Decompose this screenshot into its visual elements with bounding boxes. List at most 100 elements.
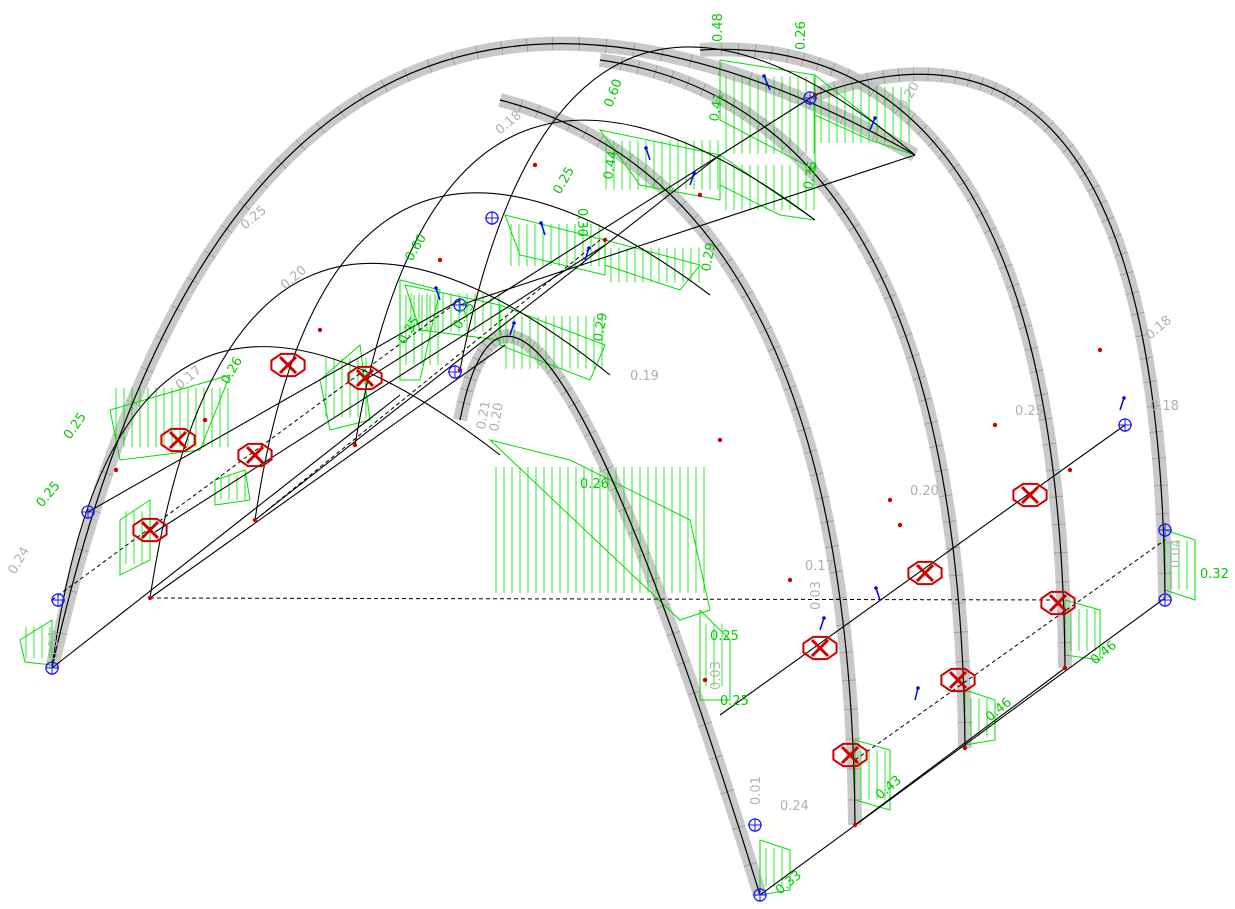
moment-value-label: 0.30 xyxy=(574,208,589,237)
longitudinal-member[interactable] xyxy=(51,394,401,669)
node-point[interactable] xyxy=(437,257,443,263)
local-axis-head xyxy=(692,171,696,175)
axial-value-label: 0.18 xyxy=(1150,399,1179,414)
local-axis-arrow xyxy=(819,617,825,631)
support-icon[interactable] xyxy=(81,505,95,519)
support-icon[interactable] xyxy=(453,298,467,312)
secondary-member[interactable] xyxy=(51,299,461,601)
local-axis-arrow xyxy=(1119,397,1125,411)
support-icon[interactable] xyxy=(753,888,767,902)
arch-member[interactable] xyxy=(814,73,1166,599)
longitudinal-member[interactable] xyxy=(759,597,1166,896)
node-point[interactable] xyxy=(317,327,323,333)
axial-value-label: 0.17 xyxy=(173,363,205,393)
hinge-marker[interactable] xyxy=(132,517,168,543)
local-axis-arrow xyxy=(540,222,546,236)
hinge-marker[interactable] xyxy=(1040,590,1076,616)
moment-value-label: 0.25 xyxy=(710,629,739,644)
local-axis-arrow xyxy=(869,117,876,131)
node-point[interactable] xyxy=(113,467,119,473)
hinge-marker[interactable] xyxy=(1012,482,1048,508)
local-axis-head xyxy=(916,686,920,690)
arch-member[interactable] xyxy=(149,262,611,599)
local-axis-arrow xyxy=(875,587,881,601)
hinge-octagon xyxy=(907,560,943,586)
node-point[interactable] xyxy=(252,517,258,523)
local-axis-arrow xyxy=(584,247,590,261)
moment-diagram xyxy=(504,214,606,276)
hinge-marker[interactable] xyxy=(237,442,273,468)
hinge-marker[interactable] xyxy=(160,427,196,453)
node-point[interactable] xyxy=(532,162,538,168)
local-axis-head xyxy=(874,586,878,590)
arch-member[interactable] xyxy=(51,43,916,669)
support-icon[interactable] xyxy=(803,91,817,105)
secondary-member[interactable] xyxy=(149,597,1066,601)
hinge-octagon xyxy=(940,667,976,693)
hinge-marker[interactable] xyxy=(270,352,306,378)
hinge-marker[interactable] xyxy=(802,635,838,661)
node-point[interactable] xyxy=(147,595,153,601)
arch-member[interactable] xyxy=(499,99,856,826)
moment-value-label: 0.26 xyxy=(794,21,809,50)
node-point[interactable] xyxy=(352,442,358,448)
longitudinal-member[interactable] xyxy=(364,94,816,381)
arch-member[interactable] xyxy=(254,192,711,521)
moment-value-label: 0.29 xyxy=(699,242,719,273)
node-point[interactable] xyxy=(1067,467,1073,473)
hinge-marker[interactable] xyxy=(940,667,976,693)
moment-value-label: 0.29 xyxy=(591,312,611,343)
moment-value-label: 0.25 xyxy=(61,410,90,442)
axial-value-label: 0.24 xyxy=(5,544,32,577)
node-point[interactable] xyxy=(1062,665,1068,671)
longitudinal-member[interactable] xyxy=(154,244,606,533)
node-point[interactable] xyxy=(602,237,608,243)
node-point[interactable] xyxy=(697,192,703,198)
longitudinal-member[interactable] xyxy=(459,154,916,306)
arch-member[interactable] xyxy=(354,119,816,446)
node-point[interactable] xyxy=(202,417,208,423)
node-point[interactable] xyxy=(852,822,858,828)
support-icon[interactable] xyxy=(45,661,59,675)
axial-value-label: 0.20 xyxy=(910,484,939,499)
node-point[interactable] xyxy=(702,677,708,683)
support-icon[interactable] xyxy=(51,593,65,607)
longitudinal-member[interactable] xyxy=(149,344,506,599)
node-point[interactable] xyxy=(1097,347,1103,353)
moment-value-label: 0.60 xyxy=(402,231,429,264)
arch-member[interactable] xyxy=(699,48,1066,669)
longitudinal-member[interactable] xyxy=(854,667,1066,826)
local-axis-head xyxy=(822,616,826,620)
support-icon[interactable] xyxy=(1158,523,1172,537)
arch-member[interactable] xyxy=(459,46,916,371)
hinge-octagon xyxy=(1012,482,1048,508)
arch-member[interactable] xyxy=(51,346,501,669)
node-point[interactable] xyxy=(897,522,903,528)
support-icon[interactable] xyxy=(1118,418,1132,432)
moment-value-label: 0.25 xyxy=(720,694,749,709)
support-icon[interactable] xyxy=(1158,593,1172,607)
node-point[interactable] xyxy=(887,497,893,503)
support-icon[interactable] xyxy=(485,211,499,225)
arch-member[interactable] xyxy=(459,335,761,896)
node-point[interactable] xyxy=(717,437,723,443)
longitudinal-member[interactable] xyxy=(254,154,721,521)
local-axis-arrow xyxy=(645,147,651,161)
node-point[interactable] xyxy=(787,577,793,583)
hinge-marker[interactable] xyxy=(907,560,943,586)
node-point[interactable] xyxy=(962,745,968,751)
hinge-marker[interactable] xyxy=(347,365,383,391)
hinge-marker[interactable] xyxy=(832,742,868,768)
axial-value-label: 0.20 xyxy=(487,402,507,433)
node-point[interactable] xyxy=(992,422,998,428)
secondary-member[interactable] xyxy=(854,539,1166,761)
support-icon[interactable] xyxy=(448,365,462,379)
support-icon[interactable] xyxy=(748,818,762,832)
arch-member[interactable] xyxy=(599,59,966,749)
hinge-cross xyxy=(810,638,830,658)
hinge-octagon xyxy=(237,442,273,468)
longitudinal-member[interactable] xyxy=(87,299,461,513)
secondary-member[interactable] xyxy=(254,239,601,521)
